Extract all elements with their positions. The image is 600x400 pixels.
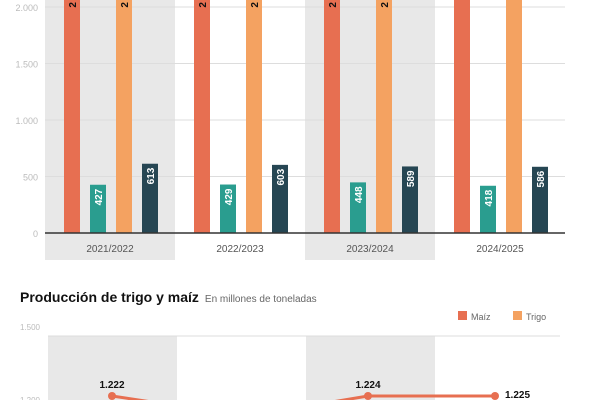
bar-value-label: 603 bbox=[276, 168, 287, 185]
line-segment bbox=[111, 394, 149, 400]
line-point bbox=[491, 392, 499, 400]
y-tick-label: 2.000 bbox=[15, 3, 38, 13]
bar bbox=[324, 0, 340, 233]
y-tick-label: 0 bbox=[33, 229, 38, 239]
bar bbox=[246, 0, 262, 233]
y-tick-label: 1.200 bbox=[20, 396, 41, 400]
legend-swatch bbox=[458, 311, 467, 320]
bar-value-label: 427 bbox=[94, 188, 105, 205]
line-point bbox=[364, 392, 372, 400]
y-tick-label: 1.500 bbox=[15, 60, 38, 70]
bar-value-label: 613 bbox=[146, 167, 157, 184]
legend-swatch bbox=[513, 311, 522, 320]
bar-value-label: 2 bbox=[380, 2, 391, 8]
bar-value-label: 2 bbox=[328, 2, 339, 8]
bar-value-label: 2 bbox=[68, 2, 79, 8]
bar bbox=[220, 184, 236, 233]
bar bbox=[90, 184, 106, 233]
x-tick-label: 2021/2022 bbox=[86, 244, 134, 255]
x-tick-label: 2022/2023 bbox=[216, 244, 264, 255]
chart-title: Producción de trigo y maíz En millones de… bbox=[20, 289, 317, 305]
bar bbox=[532, 166, 548, 233]
bar-value-label: 429 bbox=[224, 188, 235, 205]
point-label: 1.225 bbox=[505, 390, 530, 400]
bar bbox=[480, 185, 496, 233]
bar-value-label: 2 bbox=[250, 2, 261, 8]
x-tick-label: 2024/2025 bbox=[476, 244, 524, 255]
y-tick-label: 1.000 bbox=[15, 116, 38, 126]
bar bbox=[454, 0, 470, 233]
bar-value-label: 2 bbox=[120, 2, 131, 8]
bar bbox=[506, 0, 522, 233]
bar bbox=[116, 0, 132, 233]
bar bbox=[376, 0, 392, 233]
chart-subtitle: En millones de toneladas bbox=[204, 294, 317, 305]
band bbox=[48, 336, 177, 400]
line-point bbox=[108, 392, 116, 400]
bar bbox=[272, 164, 288, 233]
point-label: 1.224 bbox=[355, 380, 380, 391]
y-tick-label: 1.500 bbox=[20, 323, 41, 332]
legend-label: Maíz bbox=[471, 312, 491, 322]
bar bbox=[142, 163, 158, 233]
bar bbox=[64, 0, 80, 233]
bar bbox=[350, 182, 366, 233]
bar-value-label: 448 bbox=[354, 186, 365, 203]
bar bbox=[194, 0, 210, 233]
x-tick-label: 2023/2024 bbox=[346, 244, 394, 255]
point-label: 1.222 bbox=[99, 380, 124, 391]
bar-value-label: 586 bbox=[536, 170, 547, 187]
bar-value-label: 2 bbox=[198, 2, 209, 8]
band bbox=[306, 336, 435, 400]
bar bbox=[402, 166, 418, 233]
legend-label: Trigo bbox=[526, 312, 546, 322]
y-tick-label: 500 bbox=[23, 173, 38, 183]
bar-value-label: 589 bbox=[406, 170, 417, 187]
bar-value-label: 418 bbox=[484, 189, 495, 206]
